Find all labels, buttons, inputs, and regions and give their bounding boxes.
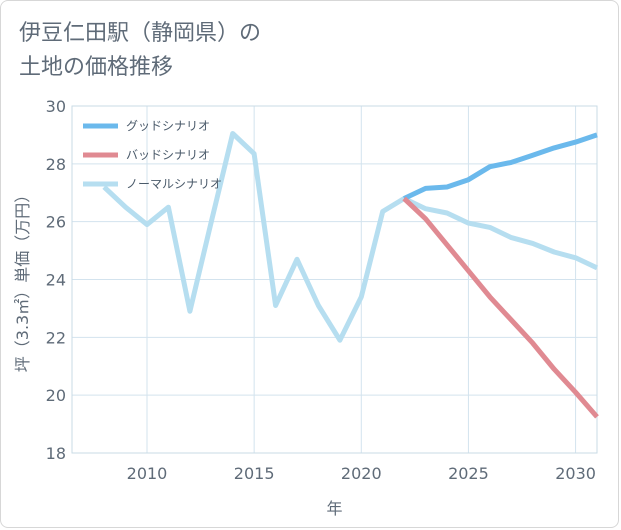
- y-tick-label: 28: [46, 155, 66, 174]
- legend-label: ノーマルシナリオ: [126, 177, 222, 191]
- legend-label: グッドシナリオ: [126, 119, 210, 133]
- y-tick-label: 24: [46, 271, 66, 290]
- y-tick-label: 30: [46, 97, 66, 116]
- series-layer: [102, 131, 599, 419]
- y-tick-label: 26: [46, 213, 66, 232]
- y-axis-label: 坪（3.3㎡）単価（万円）: [13, 187, 32, 372]
- chart-title: 伊豆仁田駅（静岡県）の 土地の価格推移: [19, 17, 261, 85]
- series-line-2: [402, 196, 599, 419]
- chart-title-line-2: 土地の価格推移: [19, 55, 174, 80]
- x-tick-label: 2020: [341, 464, 382, 483]
- series-line-1: [403, 132, 598, 201]
- x-tick-label: 2025: [448, 464, 489, 483]
- axis-ticks: 2010 2015 2020 2025 2030 18 20 22 24 26 28 30: [46, 97, 596, 483]
- x-tick-label: 2015: [234, 464, 275, 483]
- plot-area-frame: [71, 105, 598, 454]
- x-tick-label: 2030: [555, 464, 596, 483]
- chart-title-line-1: 伊豆仁田駅（静岡県）の: [19, 21, 262, 46]
- x-tick-label: 2010: [127, 464, 168, 483]
- series-line-3: [102, 131, 599, 343]
- y-tick-label: 20: [46, 386, 66, 405]
- y-tick-label: 18: [46, 444, 66, 463]
- legend-label: バッドシナリオ: [126, 148, 210, 162]
- x-axis-label: 年: [326, 499, 342, 518]
- y-tick-label: 22: [46, 328, 66, 347]
